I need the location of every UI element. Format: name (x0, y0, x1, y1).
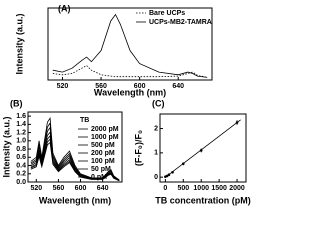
y-axis-label: Intensity (a.u.) (14, 13, 24, 74)
x-tick-label: 520 (57, 83, 69, 90)
panel-label: (A) (58, 3, 71, 13)
y-tick-label: 1.4 (16, 121, 26, 128)
plot-frame (47, 7, 213, 81)
data-point (171, 170, 174, 174)
figure: (A) Wavelength (nm) Intensity (a.u.) 520 560… (1, 3, 251, 205)
legend-label: 0 pM (91, 174, 107, 181)
x-tick-label: 640 (172, 83, 184, 90)
legend-label: 1000 pM (91, 134, 119, 141)
plot-frame (27, 111, 123, 183)
x-axis-label: Wavelength (nm) (39, 195, 111, 205)
panel-label: (B) (10, 98, 23, 108)
data-point (167, 173, 171, 177)
legend-label: 2000 pM (91, 126, 119, 133)
y-axis-label: Intensity (a.u.) (1, 116, 11, 177)
y-tick-label: 0 (154, 174, 158, 181)
x-tick-label: 1500 (211, 185, 227, 192)
legend-label: 500 pM (91, 142, 115, 149)
x-tick-label: 0 (163, 185, 167, 192)
x-tick-label: 520 (30, 185, 42, 192)
panel-label: (C) (152, 98, 165, 108)
trend-line (165, 119, 241, 178)
x-tick-label: 500 (177, 185, 189, 192)
plot-frame (159, 113, 247, 183)
x-tick-label: 560 (53, 185, 65, 192)
y-tick-label: 0.8 (16, 146, 26, 153)
data-point (181, 162, 185, 166)
spectrum-line (52, 65, 208, 78)
data-point (199, 149, 203, 152)
y-tick-label: 1.2 (16, 129, 26, 136)
x-axis-label: Wavelength (nm) (94, 87, 166, 97)
y-tick-label: 1.6 (16, 113, 26, 120)
legend-label: 100 pM (91, 158, 115, 165)
data-point (235, 121, 239, 124)
x-axis-label: TB concentration (pM) (155, 195, 251, 205)
x-tick-label: 600 (75, 185, 87, 192)
legend-label: 200 pM (91, 150, 115, 157)
x-tick-label: 2000 (229, 185, 245, 192)
spectrum-line (30, 131, 120, 181)
x-tick-label: 1000 (193, 185, 209, 192)
y-tick-label: 0.2 (16, 171, 26, 178)
legend-label: UCPs-MB2-TAMRA (149, 19, 212, 26)
legend-label: Bare UCPs (149, 10, 185, 17)
y-tick-label: 0.0 (16, 179, 26, 186)
legend-label: 50 pM (91, 166, 111, 173)
x-tick-label: 640 (97, 185, 109, 192)
x-tick-label: 560 (95, 83, 107, 90)
spectrum-line (52, 13, 208, 78)
y-tick-label: 0.4 (16, 162, 26, 169)
spectrum-line (30, 141, 120, 182)
y-tick-label: 2 (154, 125, 158, 132)
y-axis-label: (F-F₀)/F₀ (133, 130, 143, 166)
legend-title: TB (80, 117, 89, 124)
x-tick-label: 600 (134, 83, 146, 90)
y-tick-label: 0.6 (16, 154, 26, 161)
y-tick-label: 1 (154, 150, 158, 157)
y-tick-label: 1.0 (16, 138, 26, 145)
